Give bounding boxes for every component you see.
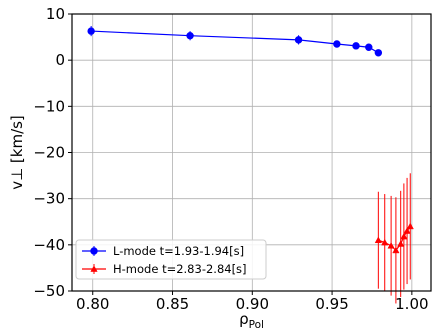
legend-marker xyxy=(90,247,98,255)
x-tick-label: 1.00 xyxy=(395,295,428,313)
y-tick-label: −50 xyxy=(33,282,65,300)
legend-box xyxy=(75,239,267,280)
data-point xyxy=(87,27,95,35)
data-point xyxy=(381,238,389,246)
data-point xyxy=(403,227,411,234)
y-tick-label: −30 xyxy=(33,190,65,208)
x-tick-label: 0.90 xyxy=(236,295,269,313)
x-tick-label: 0.95 xyxy=(315,295,348,313)
legend: L-mode t=1.93-1.94[s] H-mode t=2.83-2.84[… xyxy=(75,239,267,280)
data-point xyxy=(392,246,400,254)
x-axis-label-main: ρ xyxy=(239,310,249,328)
y-tick-label: 0 xyxy=(55,51,65,69)
data-point xyxy=(387,242,395,249)
data-point xyxy=(400,232,408,240)
legend-label: H-mode t=2.83-2.84[s] xyxy=(113,262,247,276)
data-point xyxy=(374,236,382,244)
series-tri xyxy=(374,173,414,304)
x-tick-label: 0.80 xyxy=(76,295,109,313)
y-tick-label: −20 xyxy=(33,144,65,162)
data-point xyxy=(294,36,303,44)
data-point xyxy=(186,31,194,40)
y-tick-label: −40 xyxy=(33,236,65,254)
x-axis-label: ρPol xyxy=(239,310,264,329)
legend-entry: L-mode t=1.93-1.94[s] xyxy=(82,244,244,258)
series-circle xyxy=(87,26,383,57)
legend-label: L-mode t=1.93-1.94[s] xyxy=(113,244,244,258)
data-point xyxy=(352,42,360,50)
x-axis-label-sub: Pol xyxy=(249,319,264,329)
y-axis-label: v⊥ [km/s] xyxy=(8,115,26,190)
y-tick-label: 10 xyxy=(46,5,65,23)
data-point xyxy=(365,43,373,51)
data-point xyxy=(406,222,414,230)
x-tick-label: 0.85 xyxy=(156,295,189,313)
data-point xyxy=(333,40,341,48)
y-tick-label: −10 xyxy=(33,97,65,115)
axis-ticks: 0.80 0.85 0.90 0.95 1.00 −50 −40 −30 −20 −10 0 10 xyxy=(33,5,428,313)
legend-entries: L-mode t=1.93-1.94[s] H-mode t=2.83-2.84[… xyxy=(82,244,247,276)
legend-marker xyxy=(90,265,98,272)
data-point xyxy=(374,49,383,57)
legend-entry: H-mode t=2.83-2.84[s] xyxy=(82,262,247,276)
data-point xyxy=(397,240,405,247)
series-layer xyxy=(87,26,414,304)
